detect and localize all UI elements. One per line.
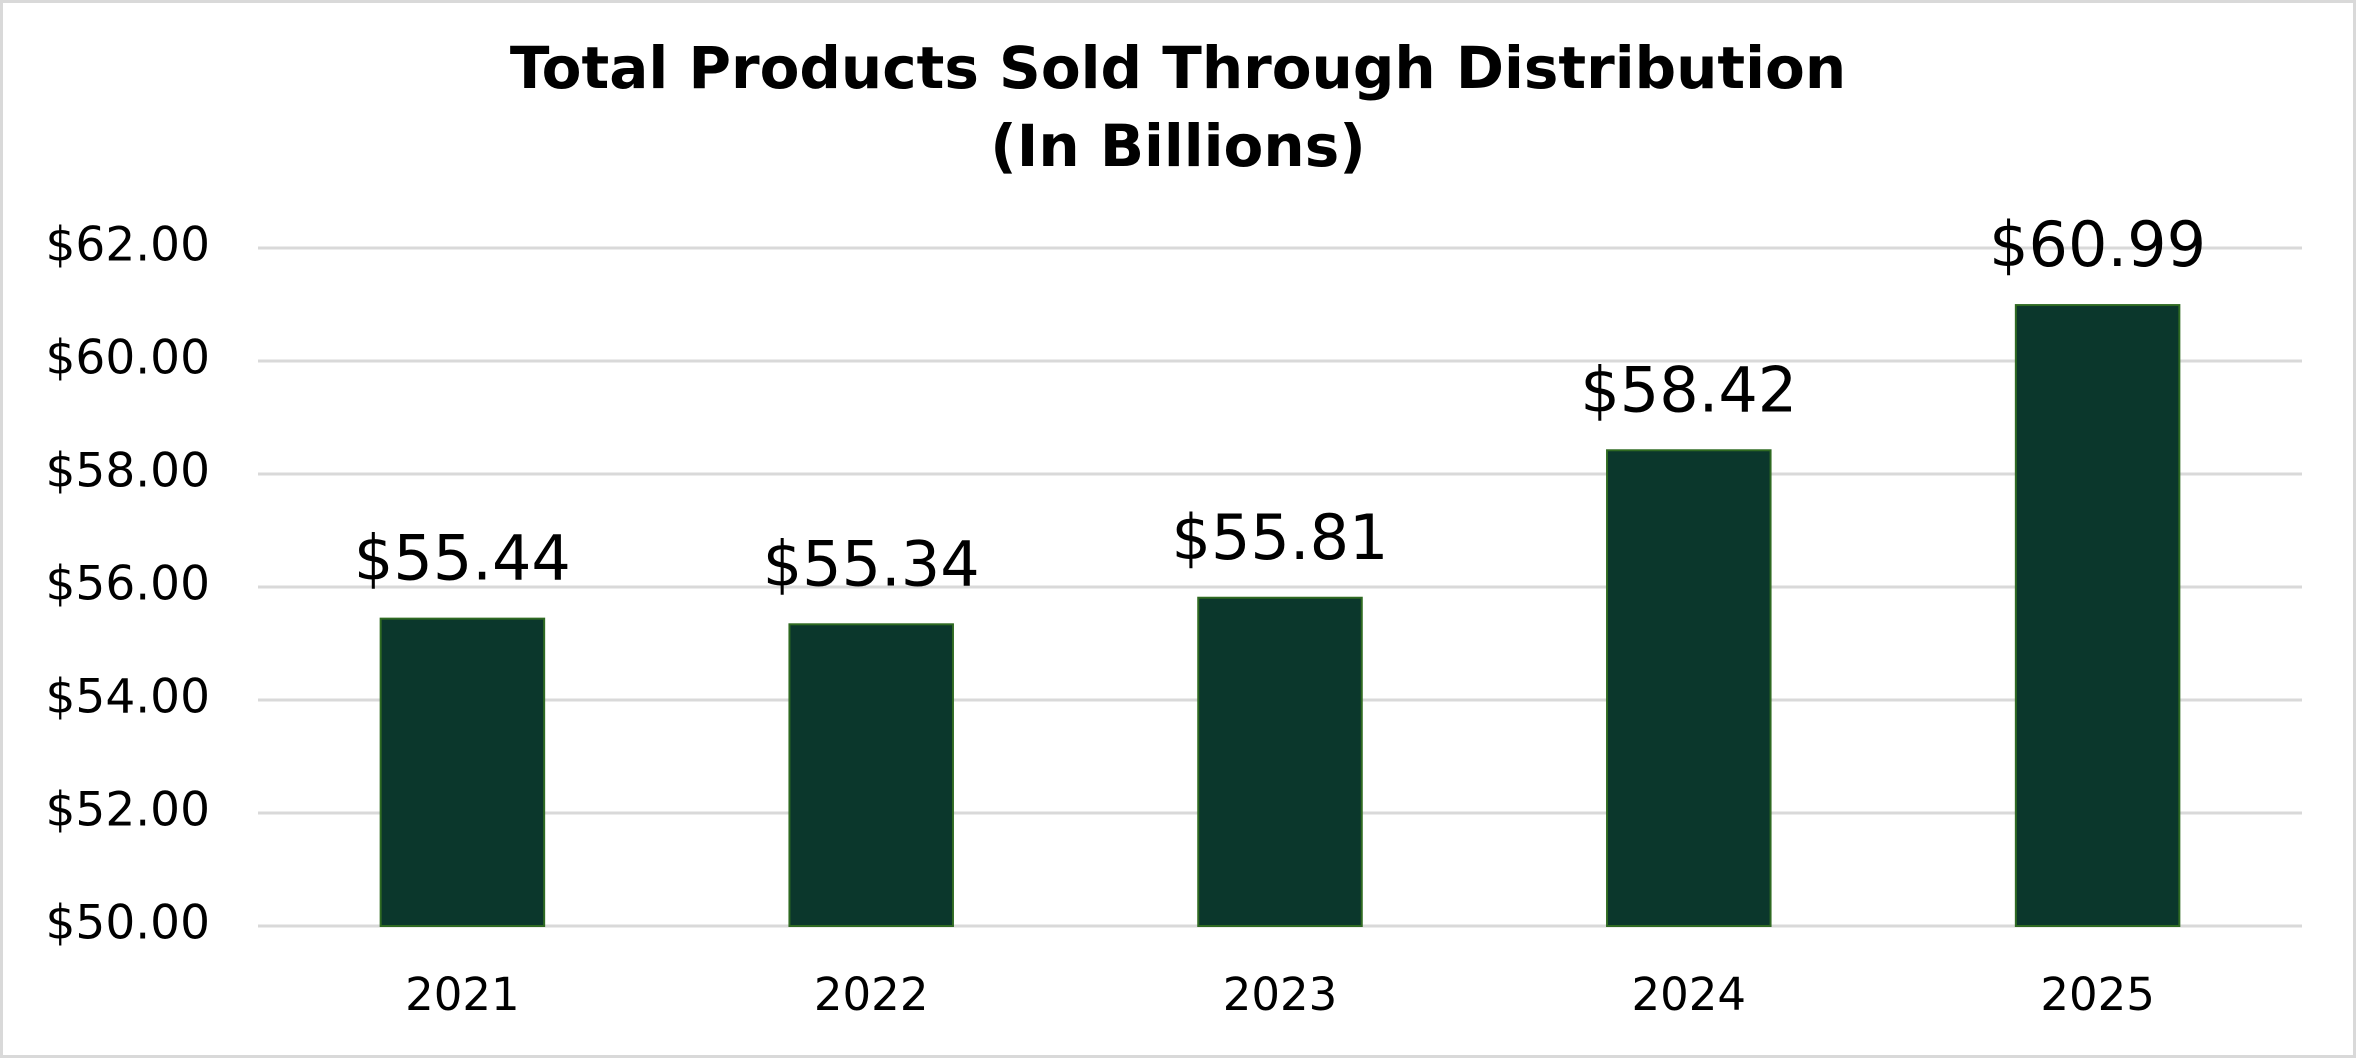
bar [379, 617, 546, 927]
bar [1197, 596, 1363, 927]
y-tick-label: $52.00 [46, 783, 210, 838]
y-tick-label: $62.00 [46, 218, 210, 273]
y-tick-label: $56.00 [46, 557, 210, 612]
x-tick-label: 2023 [1223, 968, 1338, 1021]
y-tick-label: $58.00 [46, 444, 210, 499]
value-label: $58.42 [1580, 353, 1797, 426]
value-label: $55.34 [763, 527, 980, 600]
value-label: $55.81 [1172, 501, 1389, 574]
value-label: $55.44 [354, 522, 571, 595]
bar [2014, 304, 2181, 927]
x-tick-label: 2021 [405, 968, 520, 1021]
x-tick-label: 2024 [1632, 968, 1747, 1021]
chart-subtitle: (In Billions) [990, 112, 1365, 180]
bar [1606, 449, 1772, 927]
y-tick-label: $60.00 [46, 331, 210, 386]
y-tick-label: $54.00 [46, 670, 210, 725]
value-label: $60.99 [1989, 208, 2206, 281]
x-tick-label: 2022 [814, 968, 929, 1021]
chart-title: Total Products Sold Through Distribution [510, 34, 1846, 102]
x-tick-label: 2025 [2040, 968, 2155, 1021]
bar [788, 623, 954, 927]
y-tick-label: $50.00 [46, 896, 210, 951]
